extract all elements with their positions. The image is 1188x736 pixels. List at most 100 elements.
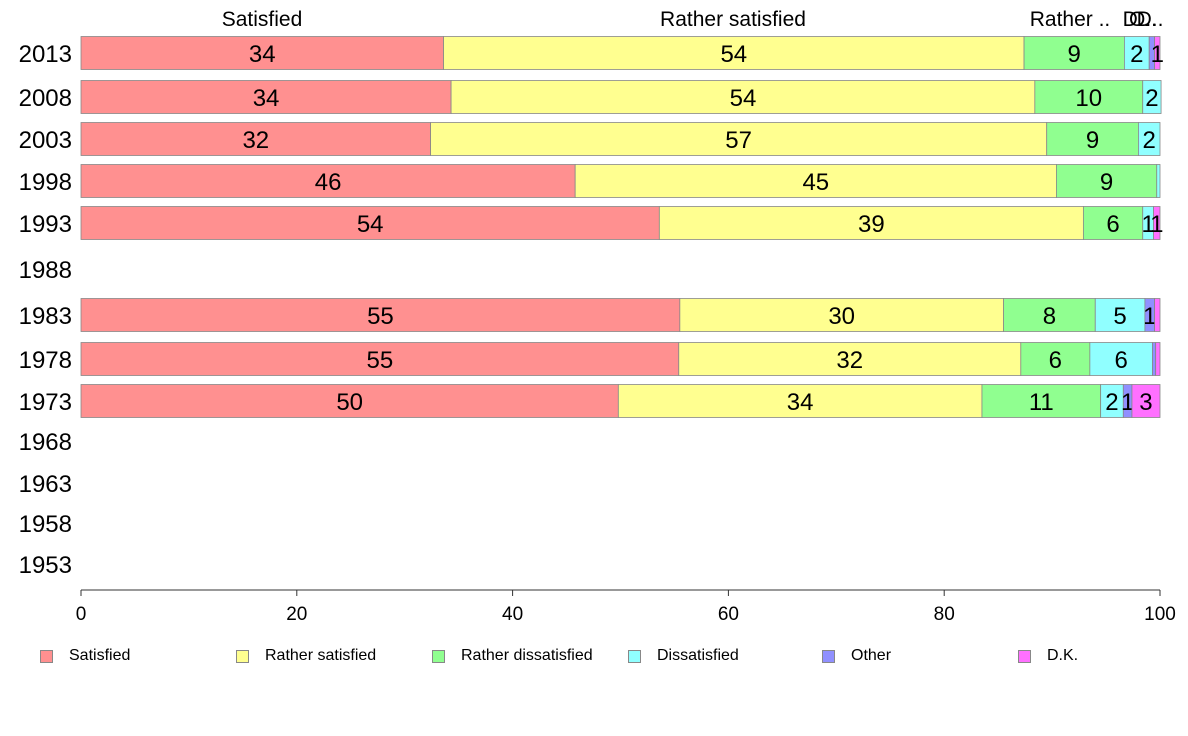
- bar-segment: [1154, 36, 1161, 70]
- bar-segment: [1089, 342, 1153, 376]
- year-label: 1968: [19, 429, 72, 456]
- bar-value-label: 34: [249, 41, 276, 68]
- bar-value-label: 10: [1075, 85, 1102, 112]
- bar-value-label: 5: [1113, 303, 1126, 330]
- bar-segment: [1152, 342, 1157, 376]
- bar-value-label: 1: [1150, 211, 1163, 238]
- x-tick-label: 0: [76, 604, 87, 625]
- year-label: 1973: [19, 389, 72, 416]
- x-tick-label: 80: [934, 604, 955, 625]
- bar-segment: [1153, 206, 1161, 240]
- bar-segment: [1020, 342, 1091, 376]
- bar-value-label: 8: [1043, 303, 1056, 330]
- legend-label: Rather dissatisfied: [461, 647, 593, 664]
- x-tick-label: 100: [1144, 604, 1176, 625]
- bar-value-label: 3: [1139, 389, 1152, 416]
- bar-segment: [678, 342, 1022, 376]
- bar-segment: [80, 384, 619, 418]
- bar-segment: [80, 342, 680, 376]
- bar-value-label: 46: [315, 169, 342, 196]
- bar-segment: [80, 298, 681, 332]
- bar-value-label: 39: [858, 211, 885, 238]
- year-label: 1988: [19, 257, 72, 284]
- bar-segment: [1154, 298, 1161, 332]
- legend-swatch: [236, 649, 249, 663]
- bar-segment: [617, 384, 983, 418]
- top-series-label: D..: [1137, 8, 1164, 31]
- bar-segment: [1131, 384, 1161, 418]
- legend-item: Satisfied: [40, 646, 130, 666]
- year-label: 1958: [19, 511, 72, 538]
- year-label: 2008: [19, 85, 72, 112]
- bar-value-label: 1: [1141, 211, 1154, 238]
- bar-value-label: 2: [1105, 389, 1118, 416]
- bar-value-label: 2: [1143, 127, 1156, 154]
- bar-segment: [1138, 122, 1161, 156]
- bar-value-label: 55: [367, 347, 394, 374]
- bar-segment: [1156, 164, 1161, 198]
- legend-swatch: [628, 649, 641, 663]
- bar-segment: [80, 164, 576, 198]
- top-series-label: Satisfied: [222, 8, 303, 31]
- legend-swatch: [40, 649, 53, 663]
- bar-value-label: 9: [1100, 169, 1113, 196]
- legend-item: Rather satisfied: [236, 646, 376, 666]
- x-tick-label: 20: [286, 604, 307, 625]
- year-label: 1953: [19, 552, 72, 579]
- bar-value-label: 32: [242, 127, 269, 154]
- bar-segment: [80, 122, 431, 156]
- bar-segment: [80, 80, 452, 114]
- top-series-label: Rather ..: [1030, 8, 1111, 31]
- year-label: 2013: [19, 41, 72, 68]
- legend-label: Satisfied: [69, 647, 131, 664]
- bar-value-label: 45: [802, 169, 829, 196]
- x-tick-label: 40: [502, 604, 523, 625]
- bar-segment: [1155, 342, 1161, 376]
- legend-label: Rather satisfied: [265, 647, 377, 664]
- bar-value-label: 9: [1086, 127, 1099, 154]
- legend-item: D.K.: [1018, 646, 1078, 666]
- bar-value-label: 2: [1130, 41, 1143, 68]
- bar-value-label: 11: [1029, 389, 1054, 416]
- x-tick-label: 60: [718, 604, 739, 625]
- legend-swatch: [432, 649, 445, 663]
- bar-value-label: 54: [730, 85, 757, 112]
- legend-swatch: [1018, 649, 1031, 663]
- legend-item: Rather dissatisfied: [432, 646, 593, 666]
- bar-segment: [1123, 36, 1150, 70]
- bar-segment: [450, 80, 1036, 114]
- top-series-label: O..: [1129, 8, 1157, 31]
- bar-value-label: 57: [725, 127, 752, 154]
- bar-segment: [1046, 122, 1139, 156]
- stacked-bar-chart: Satisfied Rather satisfied Rather .. D..O..…: [19, 8, 1176, 625]
- year-label: 1978: [19, 347, 72, 374]
- bar-value-label: 50: [336, 389, 363, 416]
- legend-item: Other: [822, 646, 891, 666]
- bar-value-label: 1: [1143, 303, 1156, 330]
- year-label: 1963: [19, 471, 72, 498]
- bar-value-label: 34: [253, 85, 280, 112]
- bar-value-label: 6: [1049, 347, 1062, 374]
- top-series-label: Rather satisfied: [660, 8, 806, 31]
- bar-value-label: 6: [1114, 347, 1127, 374]
- bar-value-label: 32: [836, 347, 863, 374]
- bar-value-label: 30: [828, 303, 855, 330]
- year-label: 1983: [19, 303, 72, 330]
- legend-label: Other: [851, 647, 892, 664]
- bar-segment: [1082, 206, 1144, 240]
- legend-item: Dissatisfied: [628, 646, 739, 666]
- legend-label: D.K.: [1047, 647, 1079, 664]
- bar-value-label: 1: [1121, 389, 1134, 416]
- bar-value-label: 6: [1106, 211, 1119, 238]
- chart-legend: Satisfied Rather satisfied Rather dissatis…: [0, 640, 1188, 670]
- legend-swatch: [822, 649, 835, 663]
- bar-segment: [1034, 80, 1144, 114]
- bar-segment: [1094, 298, 1146, 332]
- legend-label: Dissatisfied: [657, 647, 739, 664]
- bar-value-label: 9: [1068, 41, 1081, 68]
- bar-segment: [430, 122, 1048, 156]
- year-label: 1993: [19, 211, 72, 238]
- year-label: 2003: [19, 127, 72, 154]
- bar-segment: [1023, 36, 1125, 70]
- bar-segment: [1142, 80, 1162, 114]
